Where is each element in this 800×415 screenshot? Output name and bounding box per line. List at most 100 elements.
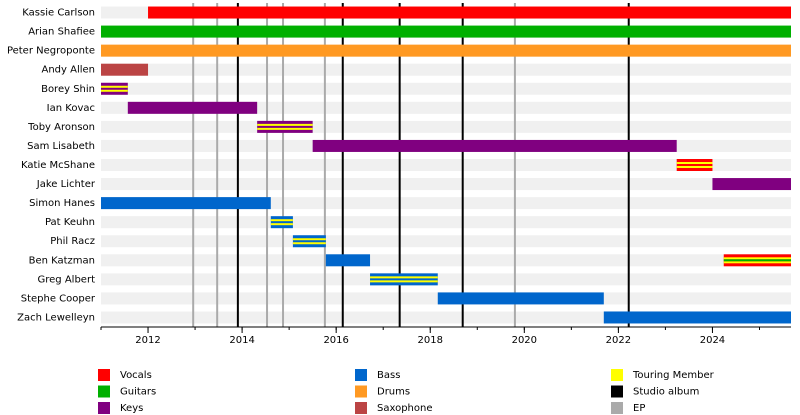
bar-segment (292, 235, 326, 248)
member-name: Greg Albert (38, 274, 96, 285)
legend-label: EP (633, 403, 645, 414)
row-band (101, 101, 791, 114)
member-name: Jake Lichter (36, 179, 96, 190)
legend-swatch (611, 385, 623, 398)
member-name: Stephe Cooper (21, 293, 96, 304)
member-bar (676, 159, 713, 171)
member-name: Andy Allen (41, 65, 95, 76)
bar-segment (101, 197, 271, 210)
bar-segment (257, 127, 313, 130)
member-name: Kassie Carlson (22, 8, 95, 19)
row-band (101, 235, 791, 248)
member-name: Zach Lewelleyn (17, 312, 95, 323)
row-band (101, 159, 791, 171)
member-bar (101, 25, 791, 38)
bar-segment (270, 219, 293, 222)
member-name: Ben Katzman (29, 255, 95, 266)
member-bar (437, 292, 604, 305)
member-bar (723, 254, 791, 267)
member-bar (312, 139, 677, 152)
bar-segment (723, 257, 791, 260)
member-name: Peter Negroponte (7, 46, 95, 57)
bar-segment (101, 89, 128, 92)
row-band (101, 273, 791, 286)
legend-swatch (355, 402, 367, 414)
legend-label: Drums (377, 387, 410, 398)
member-name: Arian Shafiee (28, 27, 95, 38)
bar-segment (148, 6, 791, 19)
bar-segment (101, 63, 149, 76)
x-tick-label: 2012 (135, 335, 160, 346)
row-band (101, 197, 791, 210)
bar-segment (292, 242, 326, 245)
bar-segment (676, 162, 713, 164)
x-tick-label: 2022 (606, 335, 631, 346)
bar-segment (723, 261, 791, 264)
member-bar (603, 311, 791, 324)
row-band (101, 63, 791, 76)
bar-segment (127, 101, 258, 114)
bar-segment (603, 311, 791, 324)
legend-swatch (355, 369, 367, 381)
bar-segment (101, 85, 128, 88)
member-name: Simon Hanes (29, 198, 95, 209)
legend-label: Studio album (633, 387, 699, 398)
legend-swatch (611, 402, 623, 414)
bar-segment (676, 166, 713, 168)
member-bar (127, 101, 258, 114)
member-bar (270, 216, 293, 229)
legend-label: Bass (377, 370, 400, 381)
legend-swatch (98, 369, 110, 381)
member-name: Ian Kovac (47, 103, 95, 114)
bar-segment (437, 292, 604, 305)
bar-segment (723, 259, 791, 262)
legend-label: Saxophone (377, 403, 433, 414)
member-name: Pat Keuhn (45, 217, 95, 228)
x-tick-label: 2016 (323, 335, 348, 346)
bar-segment (312, 139, 677, 152)
bar-segment (712, 178, 791, 191)
member-bar (101, 63, 149, 76)
member-name: Phil Racz (50, 236, 95, 247)
bar-segment (101, 25, 791, 38)
member-name: Katie McShane (21, 160, 95, 171)
member-bar (712, 178, 791, 191)
member-bar (257, 120, 313, 133)
x-tick-label: 2014 (229, 335, 254, 346)
member-bar (292, 235, 326, 248)
legend-label: Touring Member (632, 370, 715, 381)
legend-swatch (355, 385, 367, 398)
legend-label: Vocals (120, 370, 152, 381)
x-tick-label: 2020 (512, 335, 537, 346)
row-band (101, 82, 791, 95)
member-name: Toby Aronson (27, 122, 95, 133)
legend-swatch (98, 402, 110, 414)
bar-segment (257, 120, 313, 133)
bar-segment (370, 276, 438, 279)
legend-label: Guitars (120, 387, 156, 398)
bar-segment (370, 280, 438, 283)
bar-segment (101, 82, 128, 95)
bar-segment (270, 216, 293, 229)
x-tick-label: 2018 (418, 335, 443, 346)
member-bar (101, 44, 791, 57)
bar-segment (370, 273, 438, 286)
member-name: Sam Lisabeth (27, 141, 95, 152)
member-bar (101, 197, 271, 210)
member-name: Borey Shin (41, 84, 95, 95)
row-band (101, 254, 791, 267)
legend-swatch (611, 369, 623, 381)
x-tick-label: 2024 (700, 335, 725, 346)
row-band (101, 120, 791, 133)
row-band (101, 216, 791, 229)
bar-segment (292, 238, 326, 241)
row-band (101, 178, 791, 191)
bar-segment (676, 159, 713, 171)
member-bar (101, 82, 128, 95)
bar-segment (257, 123, 313, 126)
legend-label: Keys (120, 403, 143, 414)
member-bar (325, 254, 371, 267)
member-bar (370, 273, 438, 286)
bar-segment (270, 223, 293, 226)
